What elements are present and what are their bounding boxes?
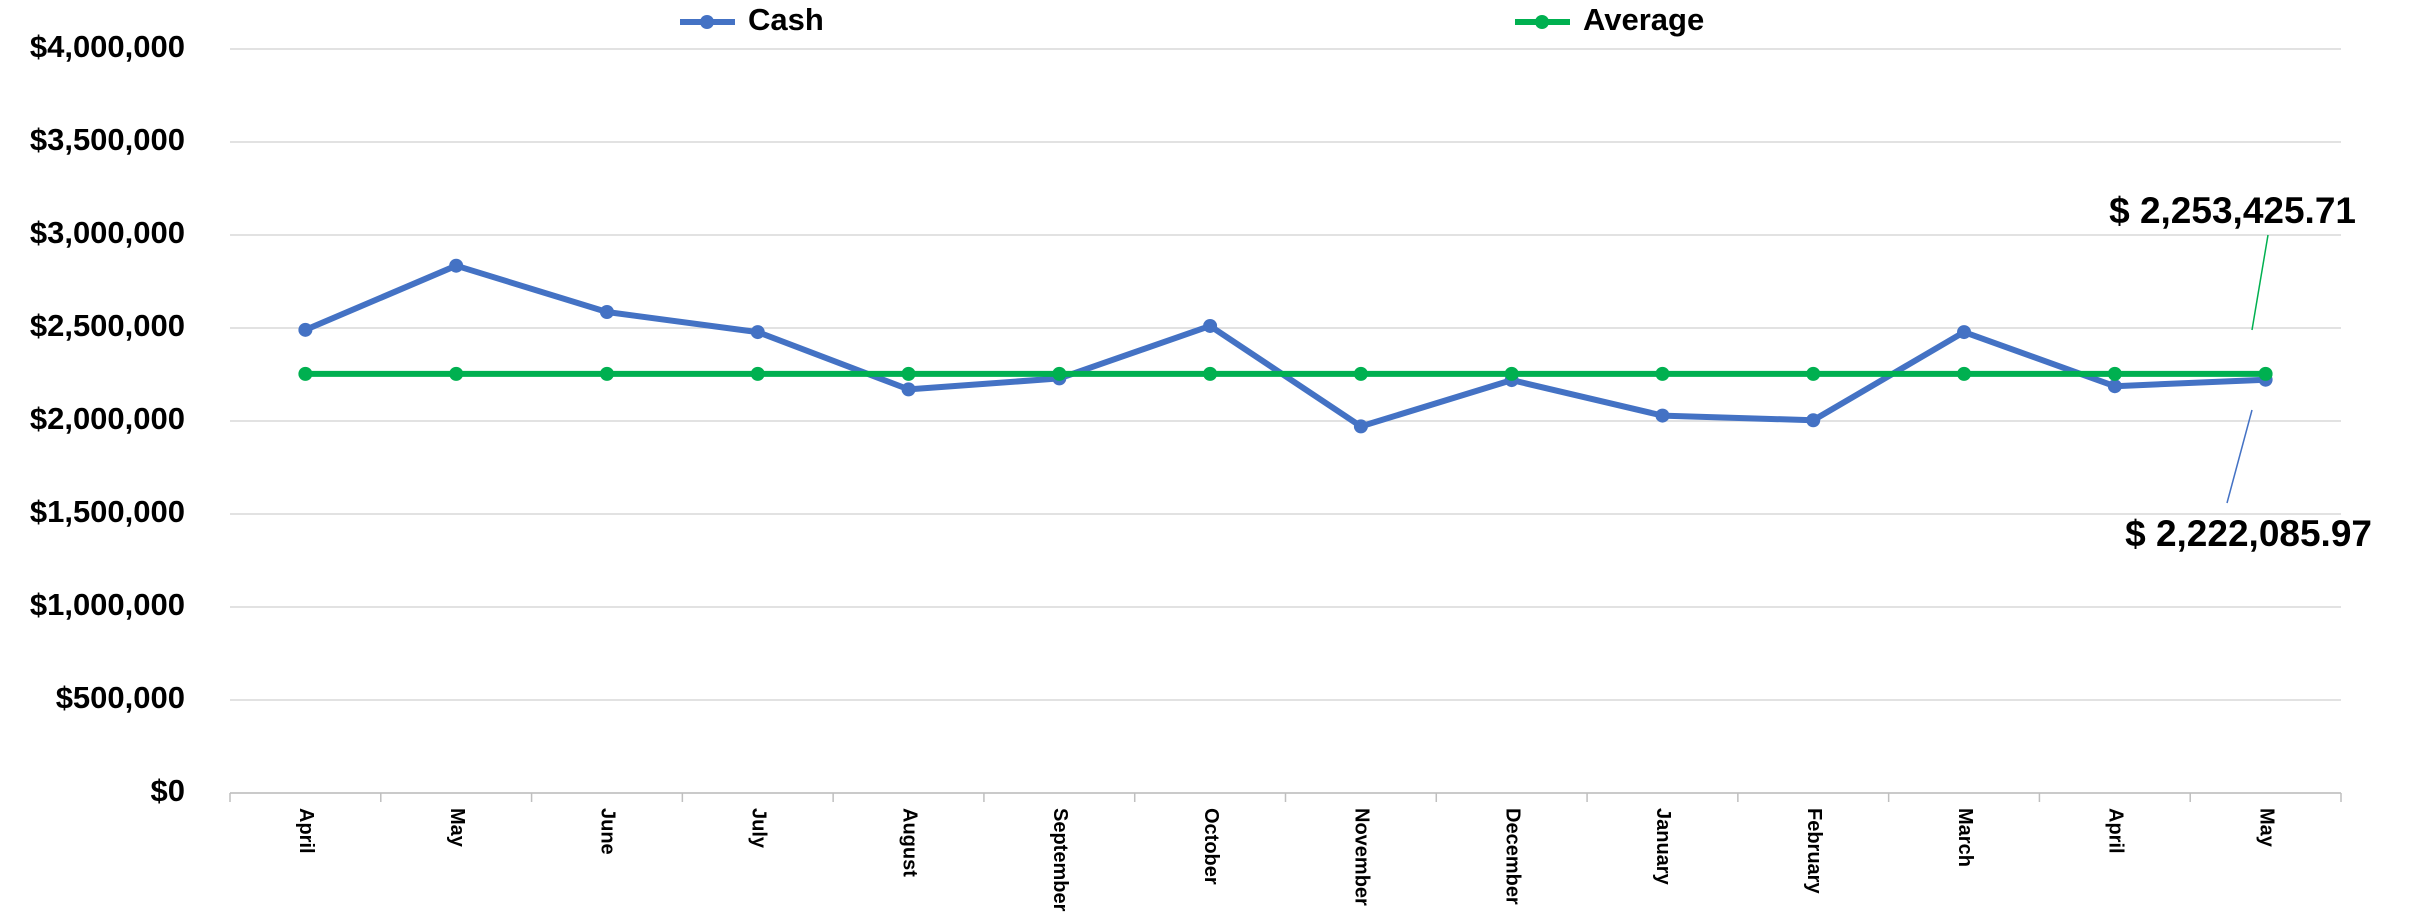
x-tick-label: February: [1803, 808, 1825, 894]
series-marker: [2258, 366, 2273, 381]
series-marker: [1655, 408, 1670, 423]
series-marker: [1353, 419, 1368, 434]
x-tick-label: May: [2255, 808, 2277, 848]
series-marker: [2107, 366, 2122, 381]
series-marker: [599, 305, 614, 320]
series-marker: [2107, 379, 2122, 394]
y-tick-label: $4,000,000: [30, 29, 185, 64]
x-tick-label: October: [1200, 808, 1222, 885]
y-tick-label: $500,000: [56, 680, 185, 715]
series-marker: [1353, 366, 1368, 381]
series-marker: [1806, 366, 1821, 381]
series-marker: [1504, 366, 1519, 381]
series-marker: [1806, 413, 1821, 428]
x-tick-label: December: [1501, 808, 1523, 905]
series-marker: [750, 366, 765, 381]
series-marker: [1203, 366, 1218, 381]
series-marker: [750, 325, 765, 340]
series-marker: [901, 366, 916, 381]
y-tick-label: $1,000,000: [30, 587, 185, 622]
data-label: $ 2,253,425.71: [2109, 190, 2356, 231]
series-marker: [449, 258, 464, 273]
series-marker: [599, 366, 614, 381]
x-tick-label: August: [898, 808, 920, 877]
series-marker: [1052, 366, 1067, 381]
legend-label: Cash: [748, 2, 824, 37]
y-tick-label: $1,500,000: [30, 494, 185, 529]
y-tick-label: $3,000,000: [30, 215, 185, 250]
x-tick-label: March: [1954, 808, 1976, 867]
series-marker: [901, 382, 916, 397]
x-tick-label: April: [295, 808, 317, 854]
y-tick-label: $0: [151, 773, 185, 808]
x-tick-label: January: [1652, 808, 1674, 886]
x-tick-label: May: [446, 808, 468, 848]
leader-line: [2226, 409, 2253, 504]
x-tick-label: July: [747, 808, 769, 849]
series-marker: [1957, 325, 1972, 340]
leader-line: [2251, 234, 2269, 331]
series-marker: [1655, 366, 1670, 381]
series-marker: [449, 366, 464, 381]
series-marker: [1203, 318, 1218, 333]
x-tick-label: June: [597, 808, 619, 855]
x-tick-label: September: [1049, 808, 1071, 912]
y-tick-label: $3,500,000: [30, 122, 185, 157]
data-label: $ 2,222,085.97: [2125, 513, 2372, 554]
x-tick-label: April: [2105, 808, 2127, 854]
series-marker: [1957, 366, 1972, 381]
legend-marker: [700, 15, 714, 29]
series-marker: [298, 366, 313, 381]
y-tick-label: $2,000,000: [30, 401, 185, 436]
series-line: [304, 262, 2266, 430]
y-tick-label: $2,500,000: [30, 308, 185, 343]
legend-label: Average: [1583, 2, 1704, 37]
series-marker: [298, 322, 313, 337]
legend-marker: [1535, 15, 1549, 29]
x-tick-label: November: [1351, 808, 1373, 906]
